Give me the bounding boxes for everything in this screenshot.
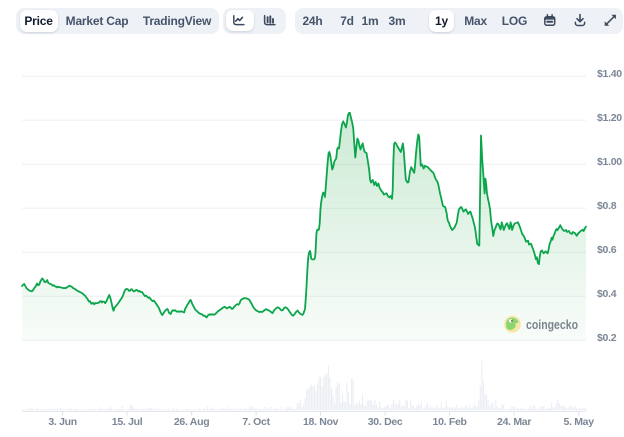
- svg-text:$0.6: $0.6: [597, 244, 617, 256]
- svg-text:30. Dec: 30. Dec: [368, 416, 403, 428]
- svg-text:$0.4: $0.4: [597, 288, 617, 300]
- svg-text:15. Jul: 15. Jul: [112, 416, 143, 428]
- svg-text:24. Mar: 24. Mar: [497, 416, 531, 428]
- svg-text:7. Oct: 7. Oct: [242, 416, 270, 428]
- svg-text:$0.2: $0.2: [597, 332, 617, 344]
- svg-text:5. May: 5. May: [563, 416, 594, 428]
- svg-text:$1.40: $1.40: [597, 68, 622, 80]
- svg-text:26. Aug: 26. Aug: [174, 416, 209, 428]
- svg-text:18. Nov: 18. Nov: [303, 416, 339, 428]
- svg-text:$1.20: $1.20: [597, 112, 622, 124]
- svg-text:$1.00: $1.00: [597, 156, 622, 168]
- svg-text:3. Jun: 3. Jun: [48, 416, 77, 428]
- svg-text:coingecko: coingecko: [526, 317, 578, 332]
- svg-text:$0.8: $0.8: [597, 200, 617, 212]
- svg-text:10. Feb: 10. Feb: [433, 416, 467, 428]
